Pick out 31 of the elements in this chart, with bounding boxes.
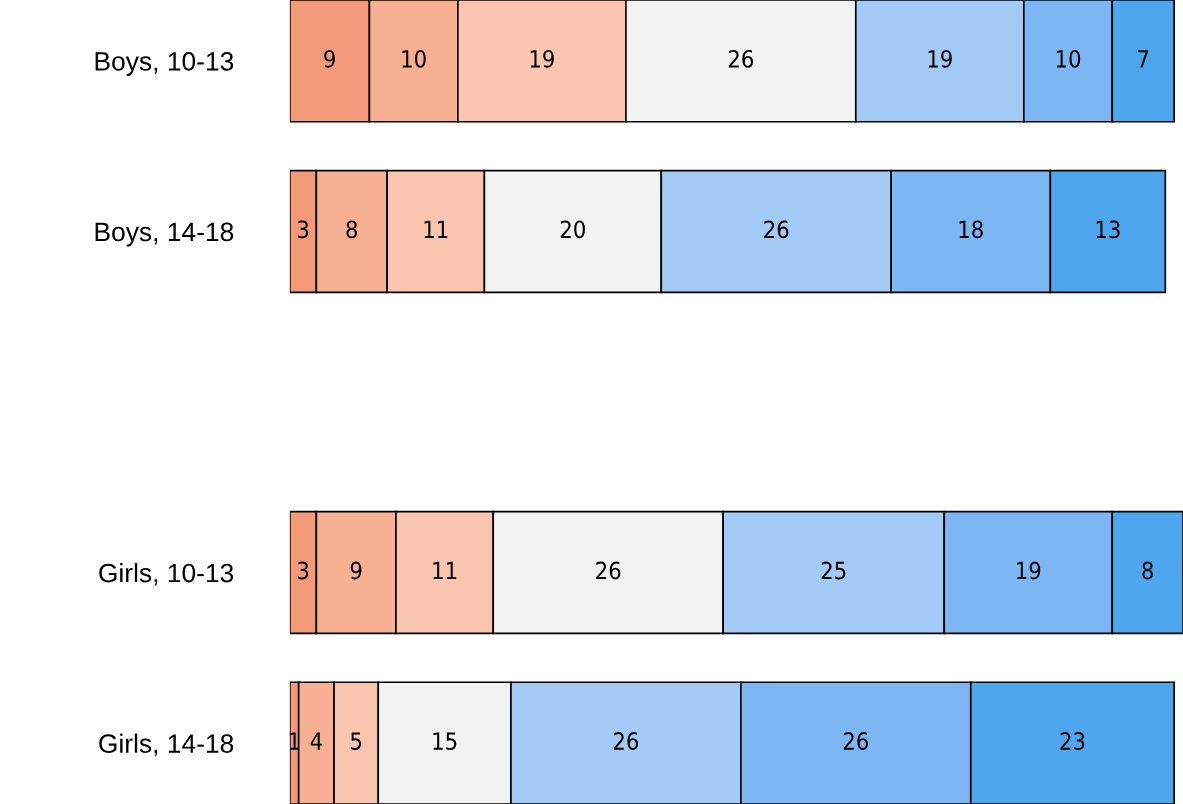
data-label: 5	[351, 732, 362, 750]
y-tick-label: Girls, 14-18	[99, 733, 234, 757]
data-label: 7	[1138, 50, 1149, 68]
data-label: 26	[728, 49, 754, 68]
data-label: 9	[350, 561, 362, 580]
data-label: 3	[297, 561, 309, 580]
data-label: 26	[764, 220, 789, 239]
data-label: 8	[1142, 561, 1153, 580]
data-label: 10	[1056, 49, 1081, 68]
data-label: 19	[530, 49, 554, 68]
data-label: 15	[433, 732, 457, 750]
y-tick-label: Boys, 14-18	[95, 222, 234, 247]
data-label: 23	[1060, 732, 1085, 750]
data-label: 3	[297, 220, 309, 239]
data-label: 4	[310, 732, 322, 750]
data-label: 25	[821, 561, 846, 580]
data-label: 8	[346, 220, 358, 239]
data-label: 20	[560, 220, 585, 239]
data-label: 26	[613, 732, 639, 750]
y-tick-label: Boys, 10-13	[95, 52, 234, 76]
data-label: 18	[959, 220, 983, 239]
data-label: 11	[433, 561, 457, 580]
data-label: 26	[596, 561, 621, 580]
y-tick-label: Girls, 10-13	[99, 562, 234, 586]
data-label: 13	[1096, 220, 1120, 239]
data-label: 10	[402, 49, 426, 68]
data-label: 11	[424, 220, 448, 238]
data-label: 19	[928, 49, 952, 68]
data-label: 26	[843, 732, 868, 750]
data-label: 19	[1017, 561, 1041, 580]
data-label: 9	[324, 49, 335, 68]
